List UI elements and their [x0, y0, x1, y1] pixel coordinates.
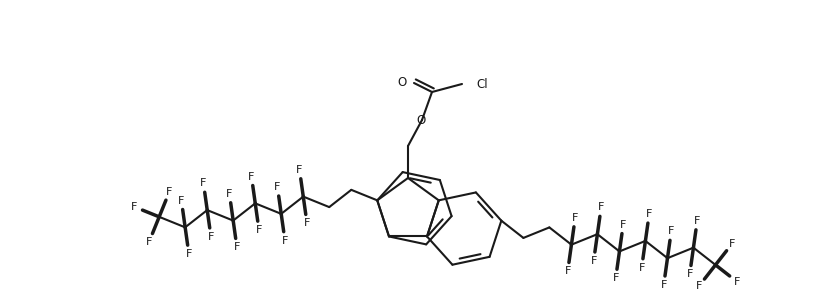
Text: F: F — [598, 202, 605, 212]
Text: F: F — [186, 249, 192, 259]
Text: F: F — [208, 232, 214, 242]
Text: F: F — [734, 277, 740, 286]
Text: F: F — [200, 178, 206, 188]
Text: F: F — [146, 237, 153, 247]
Text: F: F — [178, 196, 184, 206]
Text: F: F — [591, 256, 596, 266]
Text: F: F — [646, 209, 652, 219]
Text: F: F — [660, 280, 667, 290]
Text: F: F — [131, 202, 137, 212]
Text: F: F — [694, 216, 700, 226]
Text: F: F — [166, 187, 172, 197]
Text: F: F — [613, 273, 619, 283]
Text: O: O — [397, 76, 407, 88]
Text: F: F — [248, 172, 255, 182]
Text: F: F — [638, 263, 645, 273]
Text: Cl: Cl — [476, 77, 488, 91]
Text: F: F — [226, 189, 233, 199]
Text: F: F — [668, 227, 675, 236]
Text: F: F — [572, 213, 579, 223]
Text: F: F — [296, 165, 303, 175]
Text: F: F — [233, 242, 240, 252]
Text: F: F — [729, 239, 735, 249]
Text: F: F — [686, 270, 693, 279]
Text: F: F — [304, 218, 310, 228]
Text: F: F — [696, 281, 702, 291]
Text: F: F — [565, 266, 571, 276]
Text: O: O — [416, 114, 426, 126]
Text: F: F — [274, 182, 281, 192]
Text: F: F — [282, 235, 288, 246]
Text: F: F — [255, 225, 262, 235]
Text: F: F — [620, 220, 627, 230]
